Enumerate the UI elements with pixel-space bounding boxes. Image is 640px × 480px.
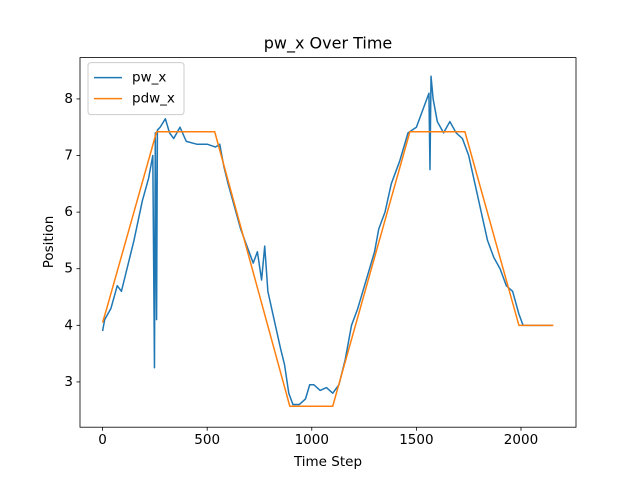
x-tick-label: 1000 [295, 432, 329, 448]
plot-frame [79, 57, 577, 428]
x-tick-label: 1500 [399, 432, 433, 448]
legend: pw_x pdw_x [87, 62, 185, 116]
series-line [101, 75, 553, 406]
legend-label: pdw_x [132, 91, 175, 107]
y-axis-label: Position [41, 216, 57, 269]
series-line [101, 131, 554, 408]
y-tick-label: 8 [64, 91, 73, 107]
y-tick-label: 3 [64, 374, 73, 390]
y-tick-label: 6 [64, 204, 73, 220]
x-tick-label: 500 [194, 432, 220, 448]
y-tick-label: 5 [64, 261, 73, 277]
y-tick-label: 7 [64, 148, 73, 164]
chart-title: pw_x Over Time [264, 34, 393, 54]
legend-label: pw_x [132, 70, 166, 86]
y-tick-label: 4 [64, 317, 73, 333]
x-tick-label: 0 [98, 432, 107, 448]
x-axis-label: Time Step [293, 454, 362, 470]
legend-box [87, 62, 185, 116]
x-tick-label: 2000 [504, 432, 538, 448]
